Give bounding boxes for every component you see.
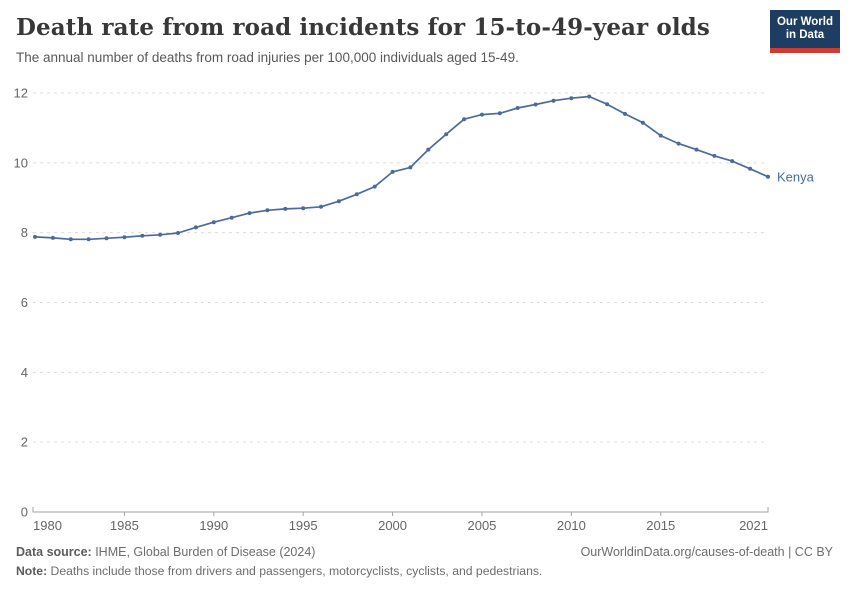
data-point: [497, 111, 502, 116]
x-axis-tick-label: 2015: [646, 518, 675, 533]
data-point: [122, 235, 127, 240]
data-point: [372, 184, 377, 189]
data-point: [587, 94, 592, 99]
data-point: [462, 117, 467, 122]
data-point: [605, 102, 610, 107]
data-point: [640, 120, 645, 125]
y-axis-tick-label: 12: [14, 86, 28, 101]
data-point: [676, 141, 681, 146]
series-line-kenya: [34, 95, 769, 241]
x-axis-tick-label: 2010: [557, 518, 586, 533]
data-point: [480, 112, 484, 117]
data-point: [533, 102, 538, 107]
data-source-text: IHME, Global Burden of Disease (2024): [91, 545, 316, 559]
data-source-line: Data source: IHME, Global Burden of Dise…: [16, 545, 315, 559]
x-axis-tick-label: 1980: [33, 518, 62, 533]
data-point: [390, 169, 395, 174]
x-axis-tick-label: 2000: [378, 518, 407, 533]
data-point: [426, 147, 431, 152]
x-axis: [32, 507, 769, 513]
data-point: [158, 232, 163, 237]
y-axis-tick-label: 4: [21, 365, 28, 380]
owid-logo-line1: Our World: [776, 15, 833, 28]
data-point: [140, 233, 145, 238]
data-point: [712, 153, 717, 158]
data-point: [301, 206, 306, 211]
note-text: Deaths include those from drivers and pa…: [47, 564, 543, 578]
data-point: [247, 211, 252, 216]
data-point: [68, 237, 73, 242]
data-point: [193, 225, 198, 230]
y-axis-tick-label: 2: [21, 435, 28, 450]
data-point: [176, 231, 180, 235]
note-label: Note:: [16, 564, 48, 578]
data-point: [229, 215, 234, 220]
x-axis-tick-label: 1985: [110, 518, 139, 533]
data-point: [336, 199, 341, 204]
data-point: [623, 111, 627, 116]
y-axis-tick-label: 0: [21, 505, 28, 520]
data-point: [748, 166, 753, 171]
data-point: [104, 236, 109, 241]
chart-footer: Data source: IHME, Global Burden of Dise…: [16, 545, 833, 578]
entity-label-kenya: Kenya: [777, 169, 815, 184]
data-point: [86, 237, 91, 242]
page-title: Death rate from road incidents for 15-to…: [16, 14, 710, 41]
note-line: Note: Deaths include those from drivers …: [16, 564, 833, 578]
data-point: [730, 159, 735, 164]
data-point: [283, 206, 288, 211]
y-axis-tick-label: 10: [14, 155, 28, 170]
data-point: [551, 98, 556, 103]
data-point: [444, 132, 449, 137]
data-point: [408, 165, 413, 170]
data-point: [694, 147, 699, 152]
owid-logo-line2: in Data: [785, 29, 825, 41]
owid-logo[interactable]: Our World in Data: [770, 10, 840, 53]
x-axis-tick-label: 1995: [289, 518, 318, 533]
x-axis-tick-label: 2005: [467, 518, 496, 533]
data-point: [265, 208, 270, 213]
chart-subtitle: The annual number of deaths from road in…: [16, 50, 519, 65]
x-axis-tick-label: 1990: [199, 518, 228, 533]
chart-header: Death rate from road incidents for 15-to…: [16, 14, 756, 65]
data-point: [33, 234, 37, 239]
data-point: [569, 96, 574, 101]
data-source-label: Data source:: [16, 545, 92, 559]
data-point: [211, 220, 216, 225]
data-point: [658, 133, 663, 138]
x-axis-tick-label: 2021: [739, 518, 768, 533]
owid-url-link[interactable]: OurWorldinData.org/causes-of-death | CC …: [580, 545, 833, 559]
y-axis-tick-label: 6: [21, 295, 28, 310]
data-point: [515, 106, 520, 110]
data-point: [50, 235, 55, 240]
y-axis-tick-label: 8: [21, 225, 28, 240]
data-point: [766, 174, 770, 179]
data-point: [319, 204, 323, 209]
data-point: [354, 192, 359, 197]
